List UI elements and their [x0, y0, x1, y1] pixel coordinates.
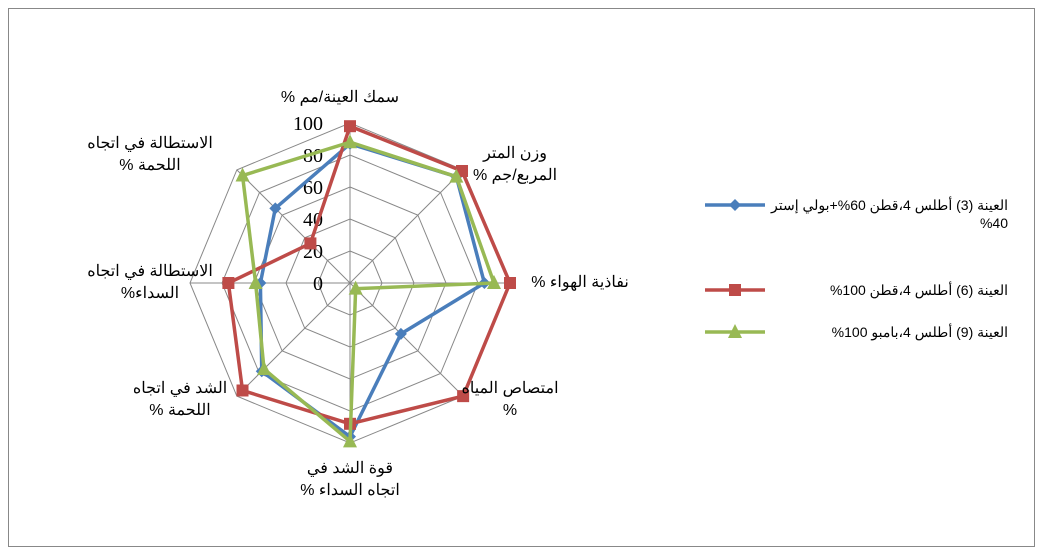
marker: [257, 360, 272, 375]
frame: [8, 8, 1035, 547]
legend-label: العينة (3) أطلس 4،قطن 60%+بولي إستر 40%: [771, 197, 1008, 231]
marker: [248, 275, 263, 289]
marker: [235, 167, 250, 182]
y-tick-label: 60: [303, 177, 323, 199]
axis-spoke: [349, 169, 464, 284]
marker: [343, 433, 357, 448]
axis-spoke: [236, 282, 351, 397]
marker: [457, 390, 470, 403]
axis-spoke: [236, 169, 351, 284]
axis-label: نفاذية الهواء %: [531, 274, 629, 291]
legend-label: العينة (6) أطلس 4،قطن 100%: [829, 282, 1008, 298]
y-tick-label: 100: [293, 113, 323, 135]
marker: [728, 324, 742, 338]
marker: [729, 284, 741, 296]
marker: [394, 327, 407, 340]
marker: [236, 384, 249, 397]
axis-label: وزن المتر المربع/جم %: [472, 145, 558, 184]
legend-label: العينة (9) أطلس 4،بامبو 100%: [831, 324, 1008, 340]
axis-label: قوة الشد في اتجاه السداء %: [300, 460, 400, 499]
marker: [504, 277, 516, 289]
y-tick-label: 0: [313, 273, 323, 295]
axis-label: الاستطالة في اتجاه اللحمة %: [87, 135, 213, 174]
marker: [729, 199, 741, 211]
marker: [348, 280, 363, 295]
marker: [269, 202, 282, 215]
axis-spoke: [349, 282, 464, 397]
marker: [222, 277, 235, 289]
axis-label: سمك العينة/مم %: [280, 89, 400, 106]
axis-label: امتصاص المياه %: [461, 380, 559, 419]
marker: [449, 168, 464, 183]
marker: [304, 237, 317, 250]
marker: [487, 275, 501, 289]
axis-label: الشد في اتجاه اللحمة %: [132, 380, 228, 419]
axis-label: الاستطالة في اتجاه السداء%: [87, 263, 213, 302]
marker: [343, 134, 357, 149]
marker: [344, 120, 356, 133]
